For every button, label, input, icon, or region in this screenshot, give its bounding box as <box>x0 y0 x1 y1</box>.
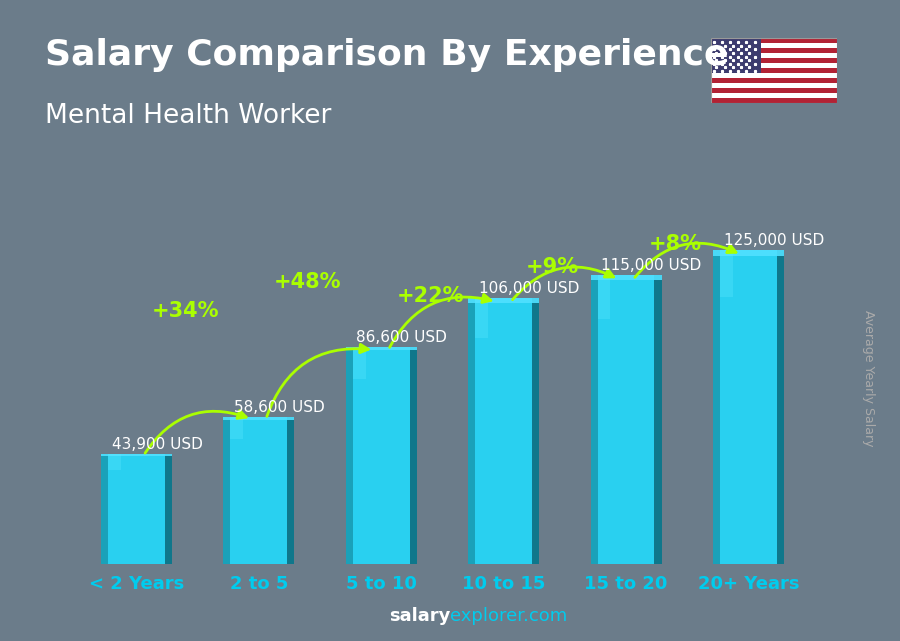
Bar <box>654 275 662 564</box>
Text: Mental Health Worker: Mental Health Worker <box>45 103 331 129</box>
Text: +34%: +34% <box>151 301 219 321</box>
Bar <box>711 78 837 83</box>
Text: +9%: +9% <box>526 256 580 277</box>
Bar <box>711 53 837 58</box>
Bar <box>711 83 837 88</box>
Text: +22%: +22% <box>396 287 464 306</box>
Bar <box>353 347 365 379</box>
Bar <box>777 250 784 564</box>
Bar <box>223 417 294 564</box>
Bar <box>468 298 539 303</box>
Bar <box>711 58 837 63</box>
Bar <box>346 347 417 351</box>
Bar <box>165 454 172 564</box>
Bar <box>475 298 488 338</box>
Text: Average Yearly Salary: Average Yearly Salary <box>862 310 875 446</box>
Bar <box>711 44 837 48</box>
Bar <box>711 63 837 68</box>
Bar <box>346 347 353 564</box>
Bar <box>230 417 243 439</box>
Bar <box>101 454 108 564</box>
Text: explorer.com: explorer.com <box>450 607 567 625</box>
Bar <box>590 275 598 564</box>
Bar <box>590 275 662 280</box>
Bar <box>711 48 837 53</box>
Bar <box>713 250 784 256</box>
Bar <box>468 298 475 564</box>
Bar <box>468 298 539 564</box>
Text: 58,600 USD: 58,600 USD <box>234 400 325 415</box>
Bar <box>223 417 230 564</box>
Bar <box>287 417 294 564</box>
Bar <box>711 73 837 78</box>
Bar <box>713 250 720 564</box>
Bar <box>532 298 539 564</box>
Bar <box>223 417 294 419</box>
Text: +8%: +8% <box>649 235 701 254</box>
Bar <box>590 275 662 564</box>
Text: salary: salary <box>389 607 450 625</box>
Text: 106,000 USD: 106,000 USD <box>479 281 580 296</box>
Text: 86,600 USD: 86,600 USD <box>356 329 447 345</box>
Bar <box>711 97 837 103</box>
Text: Salary Comparison By Experience: Salary Comparison By Experience <box>45 38 728 72</box>
Text: 115,000 USD: 115,000 USD <box>601 258 701 273</box>
Bar <box>101 454 172 564</box>
Bar <box>711 88 837 93</box>
Bar <box>711 93 837 97</box>
Bar <box>410 347 417 564</box>
Bar <box>346 347 417 564</box>
Bar <box>711 38 761 73</box>
Bar <box>101 454 172 456</box>
Bar <box>108 454 121 470</box>
Bar <box>713 250 784 564</box>
Text: 125,000 USD: 125,000 USD <box>724 233 824 248</box>
Bar <box>720 250 733 297</box>
Bar <box>598 275 610 319</box>
Bar <box>711 68 837 73</box>
Bar <box>711 38 837 44</box>
Text: 43,900 USD: 43,900 USD <box>112 437 202 452</box>
Text: +48%: +48% <box>274 272 341 292</box>
